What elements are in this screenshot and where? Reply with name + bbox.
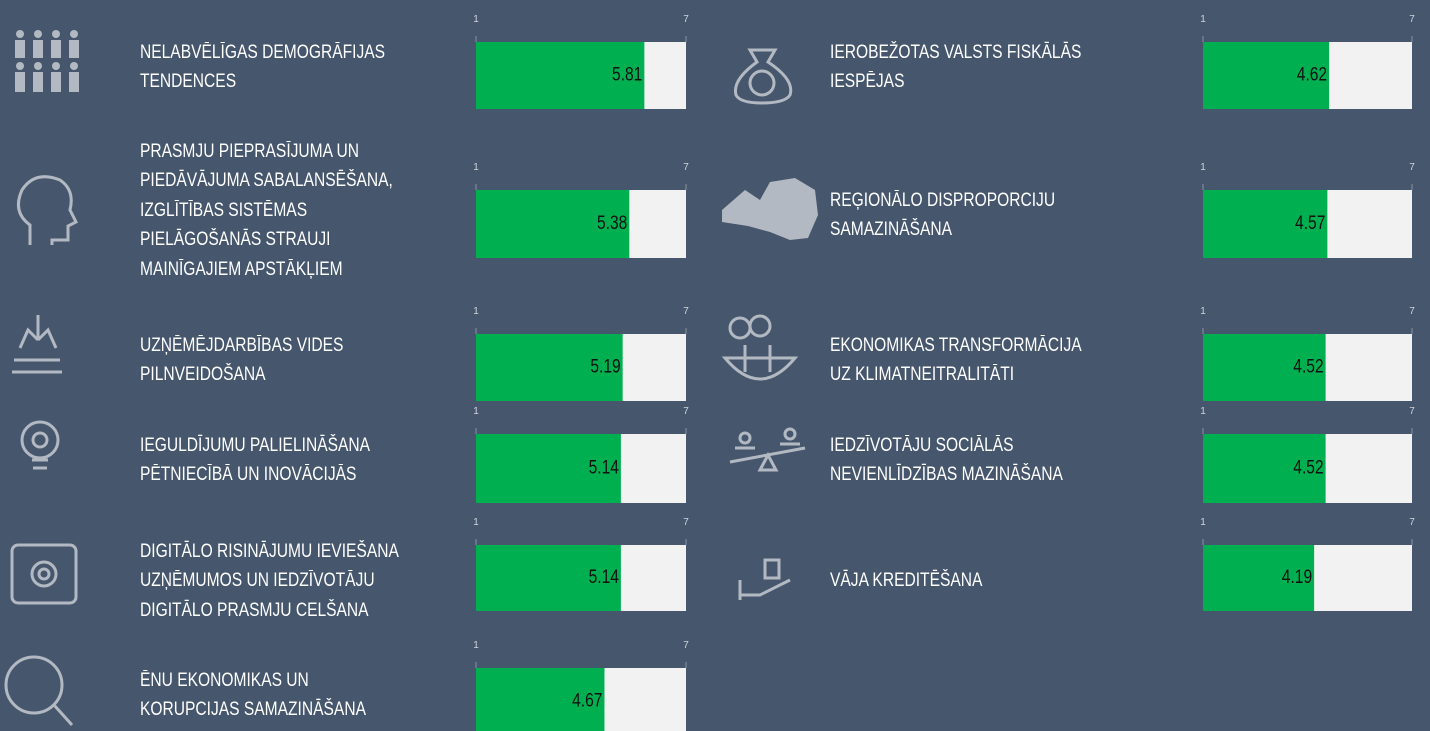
x-tick-label: 1 [473, 406, 479, 417]
chart-title: PIEDĀVĀJUMA SABALANSĒŠANA, [140, 170, 393, 191]
chart-title: IZGLĪTĪBAS SISTĒMAS [140, 199, 308, 221]
chart-title: KORUPCIJAS SAMAZINĀŠANA [140, 699, 366, 720]
bar [1203, 42, 1330, 109]
x-tick-label: 7 [1409, 517, 1415, 528]
tablet-icon [10, 543, 78, 605]
x-tick-label: 1 [473, 162, 479, 173]
value-label: 4.52 [1293, 355, 1323, 377]
chart-title: ĒNU EKONOMIKAS UN [140, 669, 309, 691]
value-label: 4.19 [1282, 566, 1312, 588]
head-icon [16, 175, 79, 245]
value-label: 5.14 [589, 566, 620, 588]
bar [476, 42, 645, 109]
x-tick-label: 1 [1200, 406, 1206, 417]
climate-icon [721, 314, 799, 381]
x-tick-label: 7 [683, 306, 689, 317]
x-tick-label: 1 [473, 14, 479, 25]
x-tick-label: 1 [473, 517, 479, 528]
chart-title: VĀJA KREDITĒŠANA [830, 569, 983, 591]
value-label: 5.19 [590, 355, 620, 377]
x-tick-label: 7 [1409, 406, 1415, 417]
chart-title: PIELĀGOŠANĀS STRAUJI [140, 229, 331, 250]
bar [1203, 545, 1315, 611]
value-label: 5.14 [589, 456, 620, 478]
bar [476, 668, 605, 731]
chart-title: REĢIONĀLO DISPROPORCIJU [830, 189, 1056, 211]
chart-title: IEDZĪVOTĀJU SOCIĀLĀS [830, 434, 1014, 456]
moneybag-icon [733, 48, 793, 105]
hands-icon [12, 315, 62, 374]
chart-title: PĒTNIECĪBĀ UN INOVĀCIJĀS [140, 464, 357, 485]
chart-title: PILNVEIDOŠANA [140, 364, 266, 385]
chart-title: MAINĪGAJIEM APSTĀKĻIEM [140, 258, 343, 280]
chart-title: EKONOMIKAS TRANSFORMĀCIJA [830, 334, 1082, 356]
chart-title: UZŅĒMUMOS UN IEDZĪVOTĀJU [140, 570, 375, 591]
value-label: 5.81 [612, 63, 642, 85]
bar [1203, 434, 1326, 503]
bulb-icon [20, 420, 60, 470]
chart-title: UZ KLIMATNEITRALITĀTI [830, 364, 1015, 385]
x-tick-label: 1 [473, 306, 479, 317]
chart-title: TENDENCES [140, 71, 237, 92]
x-tick-label: 7 [1409, 306, 1415, 317]
bar [476, 334, 623, 401]
x-tick-label: 7 [683, 406, 689, 417]
bar-charts: 1 7 5.81 1 7 5.38 1 7 5.19 1 7 5.14 1 7 5.14 1 7 4.67 1 7 4.… [473, 14, 1415, 731]
chart-title: NELABVĒLĪGAS DEMOGRĀFIJAS [140, 41, 386, 63]
chart-title: IESPĒJAS [830, 71, 905, 92]
x-tick-label: 1 [1200, 14, 1206, 25]
chart-title: DIGITĀLO RISINĀJUMU IEVIEŠANA [140, 540, 399, 562]
icons [4, 30, 818, 727]
x-tick-label: 1 [1200, 306, 1206, 317]
latvia-icon [722, 178, 818, 240]
bar [1203, 190, 1328, 258]
x-tick-label: 7 [1409, 162, 1415, 173]
bar [1203, 334, 1326, 401]
x-tick-label: 1 [1200, 162, 1206, 173]
chart-title: SAMAZINĀŠANA [830, 219, 953, 240]
people-icon [15, 30, 79, 92]
x-tick-label: 1 [473, 640, 479, 651]
x-tick-label: 7 [1409, 14, 1415, 25]
chart-title: IEGULDĪJUMU PALIELINĀŠANA [140, 434, 371, 456]
x-tick-label: 7 [683, 14, 689, 25]
bar [476, 545, 621, 611]
x-tick-label: 7 [683, 517, 689, 528]
value-label: 4.67 [572, 689, 602, 711]
magnifier-icon [4, 655, 74, 727]
credit-icon [738, 558, 791, 600]
x-tick-label: 7 [683, 640, 689, 651]
chart-title: NEVIENLĪDZĪBAS MAZINĀŠANA [830, 464, 1063, 485]
x-tick-label: 7 [683, 162, 689, 173]
scale-icon [729, 427, 806, 472]
value-label: 4.57 [1295, 212, 1325, 234]
x-tick-label: 1 [1200, 517, 1206, 528]
value-label: 4.62 [1297, 63, 1327, 85]
value-label: 4.52 [1293, 456, 1323, 478]
value-label: 5.38 [597, 212, 627, 234]
chart-title: UZŅĒMĒJDARBĪBAS VIDES [140, 334, 344, 356]
chart-title: IEROBEŽOTAS VALSTS FISKĀLĀS [830, 41, 1082, 63]
bar [476, 434, 621, 503]
bar [476, 190, 630, 258]
chart-title: PRASMJU PIEPRASĪJUMA UN [140, 140, 360, 162]
chart-title: DIGITĀLO PRASMJU CELŠANA [140, 599, 369, 621]
